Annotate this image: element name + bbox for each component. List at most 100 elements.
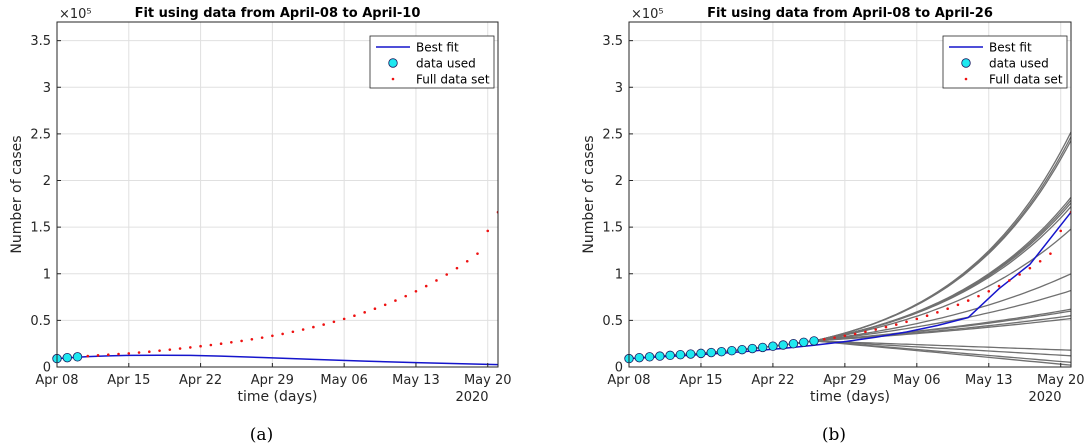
full-data-point — [1059, 229, 1063, 233]
full-data-point — [853, 332, 857, 336]
full-data-point — [127, 352, 131, 355]
data-used-point — [665, 350, 675, 361]
full-data-point — [465, 259, 469, 263]
data-used-point — [768, 341, 778, 351]
ticks: Apr 08 Apr 15 Apr 22 Apr 29 May 06 May 13 May … — [30, 34, 511, 388]
data-used-point — [644, 352, 655, 362]
full-data-point — [1038, 259, 1042, 263]
full-data-point — [178, 347, 182, 350]
full-data-point — [281, 332, 284, 336]
data-used-point — [809, 336, 819, 346]
y-tick-label: 2.5 — [602, 127, 623, 142]
full-data-point — [353, 314, 356, 318]
y-tick-label: 3 — [615, 81, 623, 96]
data-used-point — [757, 342, 768, 353]
data-used-point — [685, 349, 696, 359]
y-tick-label: 3.5 — [30, 34, 51, 49]
legend-entry-label: Full data set — [416, 73, 490, 87]
x-tick-label: Apr 15 — [679, 373, 722, 388]
full-data-point — [833, 336, 836, 339]
full-data-point — [1008, 279, 1011, 282]
full-data-point — [884, 325, 888, 329]
data-used-point — [747, 343, 758, 354]
full-data-point — [925, 314, 929, 318]
full-data-point — [997, 284, 1001, 288]
full-data-point — [823, 338, 826, 341]
full-data-point — [168, 348, 172, 351]
y-tick-label: 3.5 — [602, 34, 623, 49]
year-label: 2020 — [455, 390, 488, 405]
full-data-point — [476, 252, 479, 256]
chart-title: Fit using data from April-08 to April-26 — [707, 6, 993, 21]
full-data-point — [158, 349, 161, 352]
x-tick-label: May 20 — [464, 373, 512, 388]
y-tick-label: 2 — [615, 174, 623, 189]
full-data-point — [332, 320, 336, 324]
full-data-point — [966, 299, 970, 302]
y-tick-label: 3 — [43, 81, 51, 96]
full-data-point — [394, 299, 397, 302]
x-tick-label: May 06 — [893, 373, 941, 388]
data-used-point — [72, 352, 83, 362]
full-data-point — [291, 330, 295, 334]
full-data-point — [240, 339, 243, 343]
x-axis-label: time (days) — [237, 389, 317, 405]
x-tick-label: Apr 22 — [179, 373, 222, 388]
data-used-point — [655, 351, 665, 361]
y-exponent-label: ×10⁵ — [631, 7, 664, 22]
legend-entry-label: data used — [416, 57, 476, 71]
full-data-point — [117, 352, 120, 356]
legend-entry-label: Best fit — [989, 41, 1032, 55]
full-data-point — [435, 279, 438, 282]
full-data-point — [455, 266, 459, 270]
panel-caption: (a) — [250, 425, 273, 445]
full-data-point — [342, 317, 346, 321]
full-data-point — [843, 334, 847, 338]
full-data-point — [106, 353, 110, 356]
x-tick-label: May 06 — [320, 373, 368, 388]
data-used-point — [788, 338, 799, 349]
legend-entry-label: Full data set — [989, 73, 1063, 87]
legend-data-used-swatch — [961, 58, 971, 68]
full-data-point — [956, 303, 960, 307]
legend-full-data-swatch — [391, 77, 395, 81]
data-used-point — [727, 345, 737, 356]
chart-panel-b: Apr 08 Apr 15 Apr 22 Apr 29 May 06 May 13 May … — [581, 6, 1085, 445]
y-axis-label: Number of cases — [9, 135, 25, 253]
full-data-point — [148, 350, 151, 354]
legend: Best fit data used Full data set — [942, 35, 1068, 89]
full-data-point — [414, 289, 418, 293]
full-data-point — [199, 344, 202, 348]
full-data-point — [219, 342, 223, 345]
y-exponent-label: ×10⁵ — [59, 7, 92, 22]
legend-full-data-swatch — [964, 77, 968, 81]
full-data-point — [905, 320, 908, 324]
data-used-point — [675, 349, 686, 360]
full-data-point — [373, 307, 377, 311]
full-data-point — [312, 325, 315, 329]
full-data-point — [86, 354, 90, 358]
data-used-point — [737, 344, 747, 355]
y-tick-label: 1 — [615, 267, 623, 282]
chart-panel-a: Apr 08 Apr 15 Apr 22 Apr 29 May 06 May 13 May … — [9, 6, 512, 445]
year-label: 2020 — [1028, 390, 1061, 405]
full-data-point — [946, 307, 949, 311]
y-tick-label: 1.5 — [30, 221, 51, 236]
y-tick-label: 0 — [43, 361, 51, 376]
full-data-point — [383, 303, 387, 307]
data-used-point — [62, 352, 72, 363]
x-tick-label: Apr 29 — [823, 373, 866, 388]
legend-entry-label: Best fit — [416, 41, 459, 55]
data-used-point — [634, 352, 644, 363]
full-data-point — [424, 284, 428, 288]
y-tick-label: 0 — [615, 361, 623, 376]
y-tick-label: 0.5 — [30, 314, 51, 329]
full-data-point — [894, 323, 898, 326]
full-data-point — [137, 351, 141, 354]
data-used-point — [716, 347, 727, 357]
x-tick-label: May 13 — [965, 373, 1013, 388]
y-tick-label: 1 — [43, 267, 51, 282]
data-used-point — [706, 347, 716, 358]
full-data-point — [322, 323, 325, 326]
